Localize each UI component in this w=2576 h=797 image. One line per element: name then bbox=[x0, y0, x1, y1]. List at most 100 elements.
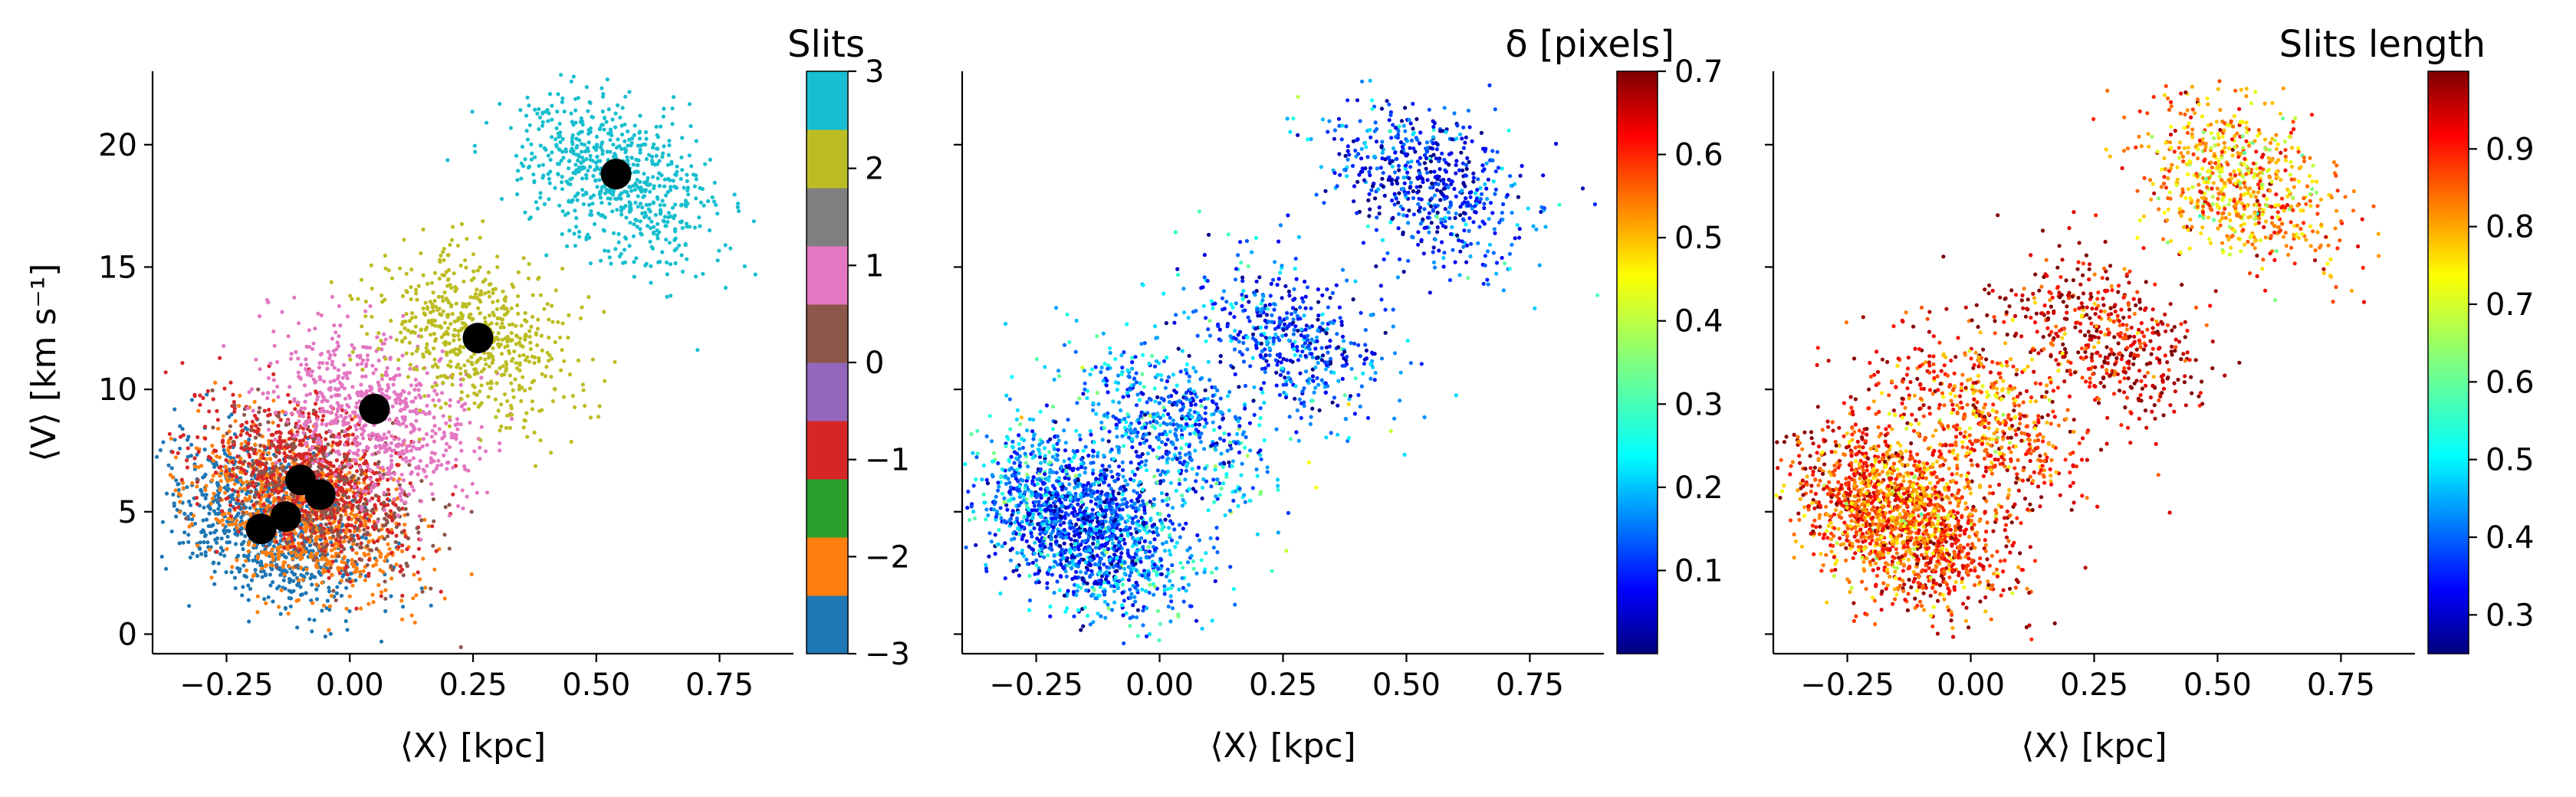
data-point bbox=[511, 388, 515, 392]
data-point bbox=[219, 546, 223, 550]
data-point bbox=[270, 442, 274, 447]
data-point bbox=[386, 542, 390, 546]
data-point bbox=[308, 452, 313, 457]
data-point bbox=[691, 172, 696, 177]
data-point bbox=[347, 353, 352, 358]
data-point bbox=[354, 606, 359, 611]
data-point bbox=[236, 505, 241, 510]
data-point bbox=[472, 276, 476, 280]
data-point bbox=[423, 300, 428, 305]
data-point bbox=[656, 196, 660, 201]
data-point bbox=[213, 471, 218, 475]
data-point bbox=[498, 402, 504, 407]
data-point bbox=[276, 415, 281, 419]
data-point bbox=[651, 175, 656, 179]
data-point bbox=[600, 86, 604, 90]
data-point bbox=[436, 458, 441, 463]
data-point bbox=[222, 531, 227, 536]
data-point bbox=[360, 374, 365, 379]
x-tick-label: 0.00 bbox=[316, 667, 384, 703]
data-point bbox=[414, 349, 419, 353]
data-point bbox=[325, 398, 330, 404]
data-point bbox=[453, 484, 458, 489]
data-point bbox=[204, 484, 209, 488]
data-point bbox=[215, 549, 219, 554]
data-point bbox=[636, 194, 640, 198]
data-point bbox=[242, 563, 246, 568]
data-point bbox=[276, 483, 281, 487]
data-point bbox=[403, 456, 409, 461]
data-point bbox=[616, 103, 620, 107]
data-point bbox=[364, 489, 369, 494]
data-point bbox=[530, 407, 535, 412]
data-point bbox=[315, 565, 320, 570]
data-point bbox=[656, 176, 660, 181]
data-point bbox=[217, 465, 222, 470]
data-point bbox=[271, 544, 276, 549]
data-point bbox=[580, 176, 585, 181]
data-point bbox=[383, 372, 388, 377]
data-point bbox=[373, 367, 378, 372]
data-point bbox=[360, 324, 364, 329]
data-point bbox=[337, 540, 342, 544]
data-point bbox=[277, 554, 281, 559]
data-point bbox=[189, 398, 194, 402]
data-point bbox=[436, 324, 441, 329]
data-point bbox=[160, 520, 165, 524]
data-point bbox=[213, 380, 218, 385]
data-point bbox=[503, 299, 508, 303]
data-point bbox=[623, 235, 628, 240]
data-point bbox=[483, 357, 488, 362]
data-point bbox=[432, 403, 438, 408]
data-point bbox=[429, 280, 435, 285]
data-point bbox=[385, 513, 389, 518]
y-tick-label: 15 bbox=[98, 250, 137, 285]
data-point bbox=[416, 284, 421, 288]
data-point bbox=[657, 184, 662, 189]
data-point bbox=[611, 143, 616, 147]
data-point bbox=[296, 356, 301, 361]
data-point bbox=[243, 534, 248, 539]
data-point bbox=[256, 387, 261, 392]
data-point bbox=[186, 435, 191, 439]
data-point bbox=[214, 462, 219, 467]
data-point bbox=[411, 456, 416, 461]
data-point bbox=[468, 295, 473, 300]
data-point bbox=[453, 284, 458, 289]
data-point bbox=[662, 107, 666, 111]
data-point bbox=[672, 215, 676, 221]
data-point bbox=[493, 397, 498, 402]
data-point bbox=[598, 190, 603, 195]
data-point bbox=[586, 140, 591, 145]
data-point bbox=[537, 115, 543, 120]
data-point bbox=[526, 276, 531, 280]
data-point bbox=[378, 554, 383, 559]
data-point bbox=[389, 434, 394, 438]
data-point bbox=[187, 500, 192, 504]
data-point bbox=[315, 474, 320, 478]
data-point bbox=[429, 320, 434, 324]
data-point bbox=[508, 403, 514, 408]
data-point bbox=[502, 392, 508, 397]
data-point bbox=[255, 477, 260, 481]
data-point bbox=[587, 202, 592, 207]
data-point bbox=[414, 418, 419, 423]
data-point bbox=[271, 389, 276, 394]
data-point bbox=[332, 323, 337, 328]
data-point bbox=[205, 392, 209, 397]
data-point bbox=[354, 427, 359, 432]
data-point bbox=[245, 427, 250, 431]
data-point bbox=[475, 490, 479, 495]
data-point bbox=[567, 372, 573, 377]
data-point bbox=[352, 484, 357, 489]
data-point bbox=[347, 458, 352, 463]
data-point bbox=[372, 540, 376, 545]
data-point bbox=[317, 464, 321, 469]
data-point bbox=[413, 324, 418, 329]
data-point bbox=[315, 458, 320, 463]
data-point bbox=[383, 588, 388, 592]
data-point bbox=[487, 294, 492, 299]
data-point bbox=[220, 509, 225, 513]
data-point bbox=[356, 487, 361, 492]
data-point bbox=[535, 343, 540, 348]
